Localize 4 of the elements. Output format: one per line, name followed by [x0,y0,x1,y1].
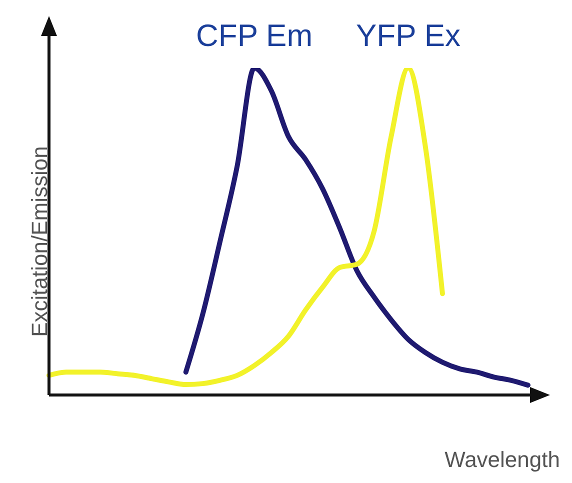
y-axis-title: Excitation/Emission [26,146,52,337]
series-label: CFP Em [196,18,313,53]
x-axis-title: Wavelength [444,447,560,472]
series-label: YFP Ex [356,18,462,53]
